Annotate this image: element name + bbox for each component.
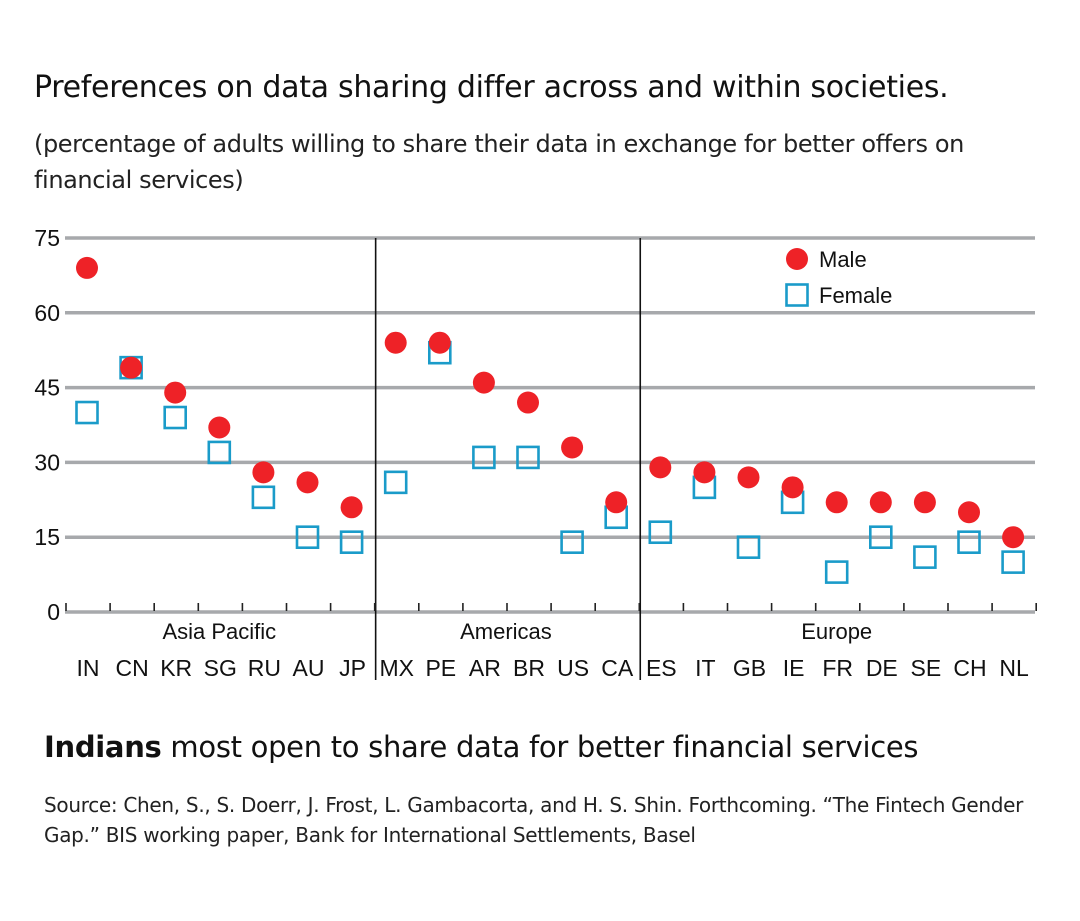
x-category-label: RU <box>248 655 281 681</box>
legend-male-marker <box>786 248 808 270</box>
scatter-chart: 0 15 30 45 60 75 Asia Pacific Americas Europe IN… <box>34 225 1037 681</box>
male-point <box>340 496 363 519</box>
headline-bold: Indians <box>44 730 162 764</box>
y-tick-label: 15 <box>34 524 60 550</box>
legend: Male Female <box>785 247 892 308</box>
x-category-label: DE <box>866 655 898 681</box>
male-point <box>517 391 539 414</box>
male-point <box>208 416 231 439</box>
x-category-label: AR <box>469 655 501 681</box>
male-point <box>649 456 672 479</box>
x-category-label: KR <box>160 655 192 681</box>
female-point <box>560 530 584 554</box>
male-point <box>428 331 451 354</box>
male-point <box>120 356 143 379</box>
female-point <box>824 560 849 584</box>
y-tick-label: 30 <box>34 449 60 475</box>
male-point <box>913 491 936 514</box>
x-category-label: JP <box>339 655 366 681</box>
male-point <box>296 471 319 494</box>
x-category-label: CA <box>601 655 634 681</box>
x-category-label: SE <box>911 655 942 681</box>
female-point <box>868 525 893 550</box>
x-axis: Asia Pacific Americas Europe IN CN KR SG RU AU JP… <box>65 603 1037 681</box>
male-point <box>869 491 892 514</box>
y-tick-label: 45 <box>34 375 60 401</box>
y-tick-label: 75 <box>34 225 60 251</box>
group-label: Asia Pacific <box>162 619 276 644</box>
female-point <box>736 535 761 559</box>
x-category-label: IN <box>77 655 100 681</box>
y-axis: 0 15 30 45 60 75 <box>34 225 60 625</box>
x-category-label: FR <box>822 655 853 681</box>
group-label: Americas <box>460 619 552 644</box>
male-point <box>384 331 407 354</box>
x-category-label: NL <box>999 655 1029 681</box>
female-point <box>295 525 320 550</box>
female-point <box>516 445 540 470</box>
headline-rest: most open to share data for better finan… <box>161 730 919 764</box>
y-tick-label: 0 <box>47 599 60 625</box>
x-category-label: CH <box>953 655 986 681</box>
male-point <box>76 256 98 279</box>
male-point <box>693 461 716 484</box>
male-point <box>472 371 495 394</box>
male-point <box>737 466 760 489</box>
legend-female-marker <box>785 283 809 307</box>
female-point <box>648 520 673 545</box>
female-point <box>913 545 937 569</box>
female-point <box>75 400 99 425</box>
female-point <box>1001 550 1025 574</box>
headline: Indians most open to share data for bett… <box>44 730 919 764</box>
male-point <box>164 381 187 404</box>
female-point <box>339 530 364 554</box>
x-category-label: ES <box>646 655 677 681</box>
male-point <box>825 491 848 514</box>
x-category-label: CN <box>115 655 148 681</box>
chart-title: Preferences on data sharing differ acros… <box>34 70 949 105</box>
x-category-label: IT <box>695 655 715 681</box>
female-point <box>163 405 187 430</box>
male-point <box>781 476 804 499</box>
male-point <box>252 461 275 484</box>
female-point <box>251 485 276 510</box>
female-point <box>957 530 981 554</box>
female-point <box>207 440 232 465</box>
group-label: Europe <box>801 619 872 644</box>
x-category-label: IE <box>783 655 805 681</box>
source-note: Source: Chen, S., S. Doerr, J. Frost, L.… <box>44 793 1024 847</box>
male-point <box>1002 526 1025 549</box>
x-category-label: MX <box>379 655 414 681</box>
x-category-label: GB <box>733 655 766 681</box>
group-dividers <box>374 238 642 680</box>
male-point <box>958 501 980 524</box>
x-category-label: SG <box>204 655 237 681</box>
legend-male-label: Male <box>819 247 867 272</box>
x-category-label: BR <box>513 655 545 681</box>
male-series <box>76 256 1025 549</box>
male-point <box>561 436 584 459</box>
y-tick-label: 60 <box>34 300 60 326</box>
x-category-label: PE <box>425 655 456 681</box>
x-category-label: AU <box>293 655 325 681</box>
x-category-label: US <box>557 655 589 681</box>
female-point <box>472 445 496 470</box>
legend-female-label: Female <box>819 283 892 308</box>
female-point <box>383 470 408 495</box>
male-point <box>605 491 628 514</box>
chart-subtitle: (percentage of adults willing to share t… <box>34 130 964 194</box>
